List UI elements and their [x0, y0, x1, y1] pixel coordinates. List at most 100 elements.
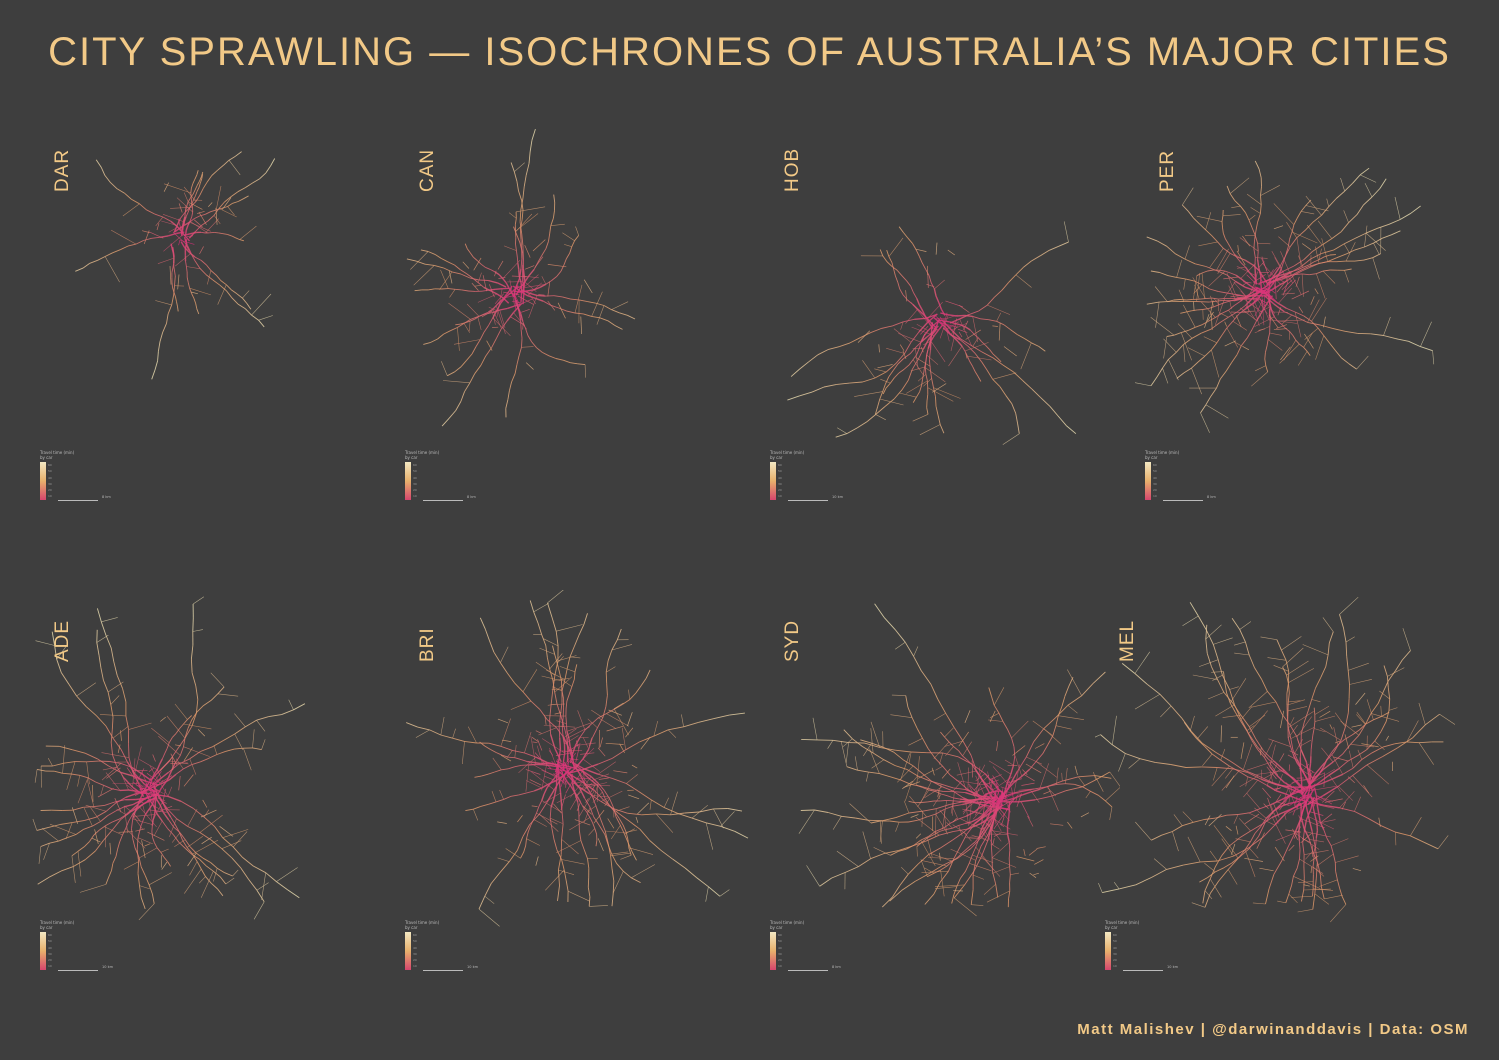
road-segment	[952, 831, 965, 841]
road-segment	[624, 833, 629, 844]
road-segment	[1354, 259, 1365, 262]
road-segment	[1176, 259, 1183, 278]
road-segment	[100, 785, 104, 796]
road-segment	[1254, 826, 1262, 834]
road-segment	[491, 790, 497, 803]
road-segment	[100, 167, 106, 176]
road-segment	[1230, 248, 1235, 255]
road-segment	[475, 339, 481, 347]
road-segment	[549, 704, 552, 720]
road-segment	[1323, 772, 1326, 788]
road-segment	[83, 825, 93, 830]
road-segment	[1333, 756, 1349, 762]
road-segment	[1085, 791, 1091, 799]
road-segment	[1240, 262, 1246, 268]
road-segment	[1200, 404, 1207, 414]
road-segment	[1170, 705, 1183, 719]
road-segment	[1267, 332, 1271, 340]
road-segment	[1288, 700, 1301, 703]
road-segment	[1190, 730, 1203, 744]
road-segment	[1304, 794, 1323, 801]
road-segment	[1265, 888, 1270, 905]
road-segment	[513, 226, 517, 233]
road-segment	[526, 790, 535, 794]
road-segment	[900, 866, 909, 875]
road-segment	[1288, 683, 1290, 693]
road-segment	[1316, 853, 1334, 867]
road-segment	[215, 274, 222, 281]
road-segment	[1304, 333, 1314, 349]
road-segment	[1354, 796, 1361, 812]
road-segment	[1287, 706, 1308, 712]
legend-tick: 40	[1113, 945, 1117, 950]
road-segment	[583, 849, 588, 859]
road-segment	[1283, 311, 1297, 318]
road-segment	[189, 751, 201, 760]
road-segment	[496, 293, 504, 299]
road-segment	[1260, 636, 1277, 640]
road-segment	[1237, 304, 1246, 313]
road-segment	[1008, 850, 1011, 859]
road-segment	[964, 710, 971, 724]
road-segment	[143, 230, 150, 245]
road-segment	[415, 729, 430, 738]
road-segment	[166, 313, 169, 324]
road-segment	[105, 877, 110, 885]
road-segment	[1282, 647, 1304, 668]
road-segment	[1242, 281, 1248, 286]
road-segment	[1258, 775, 1274, 784]
road-segment	[1338, 785, 1353, 801]
road-segment	[939, 829, 946, 832]
road-segment	[503, 795, 512, 800]
road-segment	[966, 823, 976, 835]
legend-title: Travel time (min) by car	[405, 920, 440, 930]
road-segment	[987, 819, 995, 834]
road-segment	[1236, 250, 1246, 266]
road-segment	[1043, 790, 1051, 795]
road-segment	[1038, 346, 1046, 352]
city-code-label: ADE	[52, 619, 73, 662]
road-segment	[485, 266, 491, 270]
road-segment	[151, 893, 155, 904]
road-segment	[533, 761, 541, 765]
road-segment	[174, 227, 180, 233]
road-segment	[1283, 788, 1297, 801]
road-segment	[1007, 729, 1012, 739]
road-segment	[160, 848, 169, 853]
road-segment	[1243, 769, 1259, 777]
road-segment	[1205, 395, 1212, 405]
road-segment	[541, 738, 565, 754]
scale-label: 10 km	[102, 965, 114, 969]
road-segment	[922, 310, 927, 318]
legend-color-bar	[40, 462, 46, 500]
road-segment	[174, 824, 180, 833]
scale-bar	[788, 966, 828, 971]
road-segment	[635, 685, 642, 694]
road-segment	[256, 882, 269, 891]
road-segment	[243, 195, 249, 200]
road-segment	[1243, 779, 1259, 798]
legend-tick: 20	[1153, 488, 1157, 493]
road-segment	[1022, 769, 1028, 775]
road-segment	[980, 816, 984, 823]
road-segment	[935, 242, 938, 255]
road-segment	[137, 873, 140, 886]
road-segment	[957, 341, 963, 347]
road-segment	[1292, 867, 1298, 877]
road-segment	[988, 782, 994, 792]
road-segment	[1155, 761, 1171, 765]
road-segment	[168, 737, 173, 743]
road-segment	[954, 897, 977, 917]
road-segment	[1151, 834, 1162, 841]
road-segment	[1275, 831, 1300, 841]
road-segment	[1093, 771, 1097, 780]
road-segment	[1092, 671, 1106, 684]
road-segment	[549, 225, 552, 234]
road-segment	[98, 655, 102, 668]
road-segment	[167, 828, 174, 836]
road-segment	[1332, 853, 1336, 863]
road-segment	[174, 744, 181, 747]
road-segment	[1011, 778, 1023, 782]
road-segment	[186, 847, 193, 855]
road-segment	[548, 750, 554, 756]
